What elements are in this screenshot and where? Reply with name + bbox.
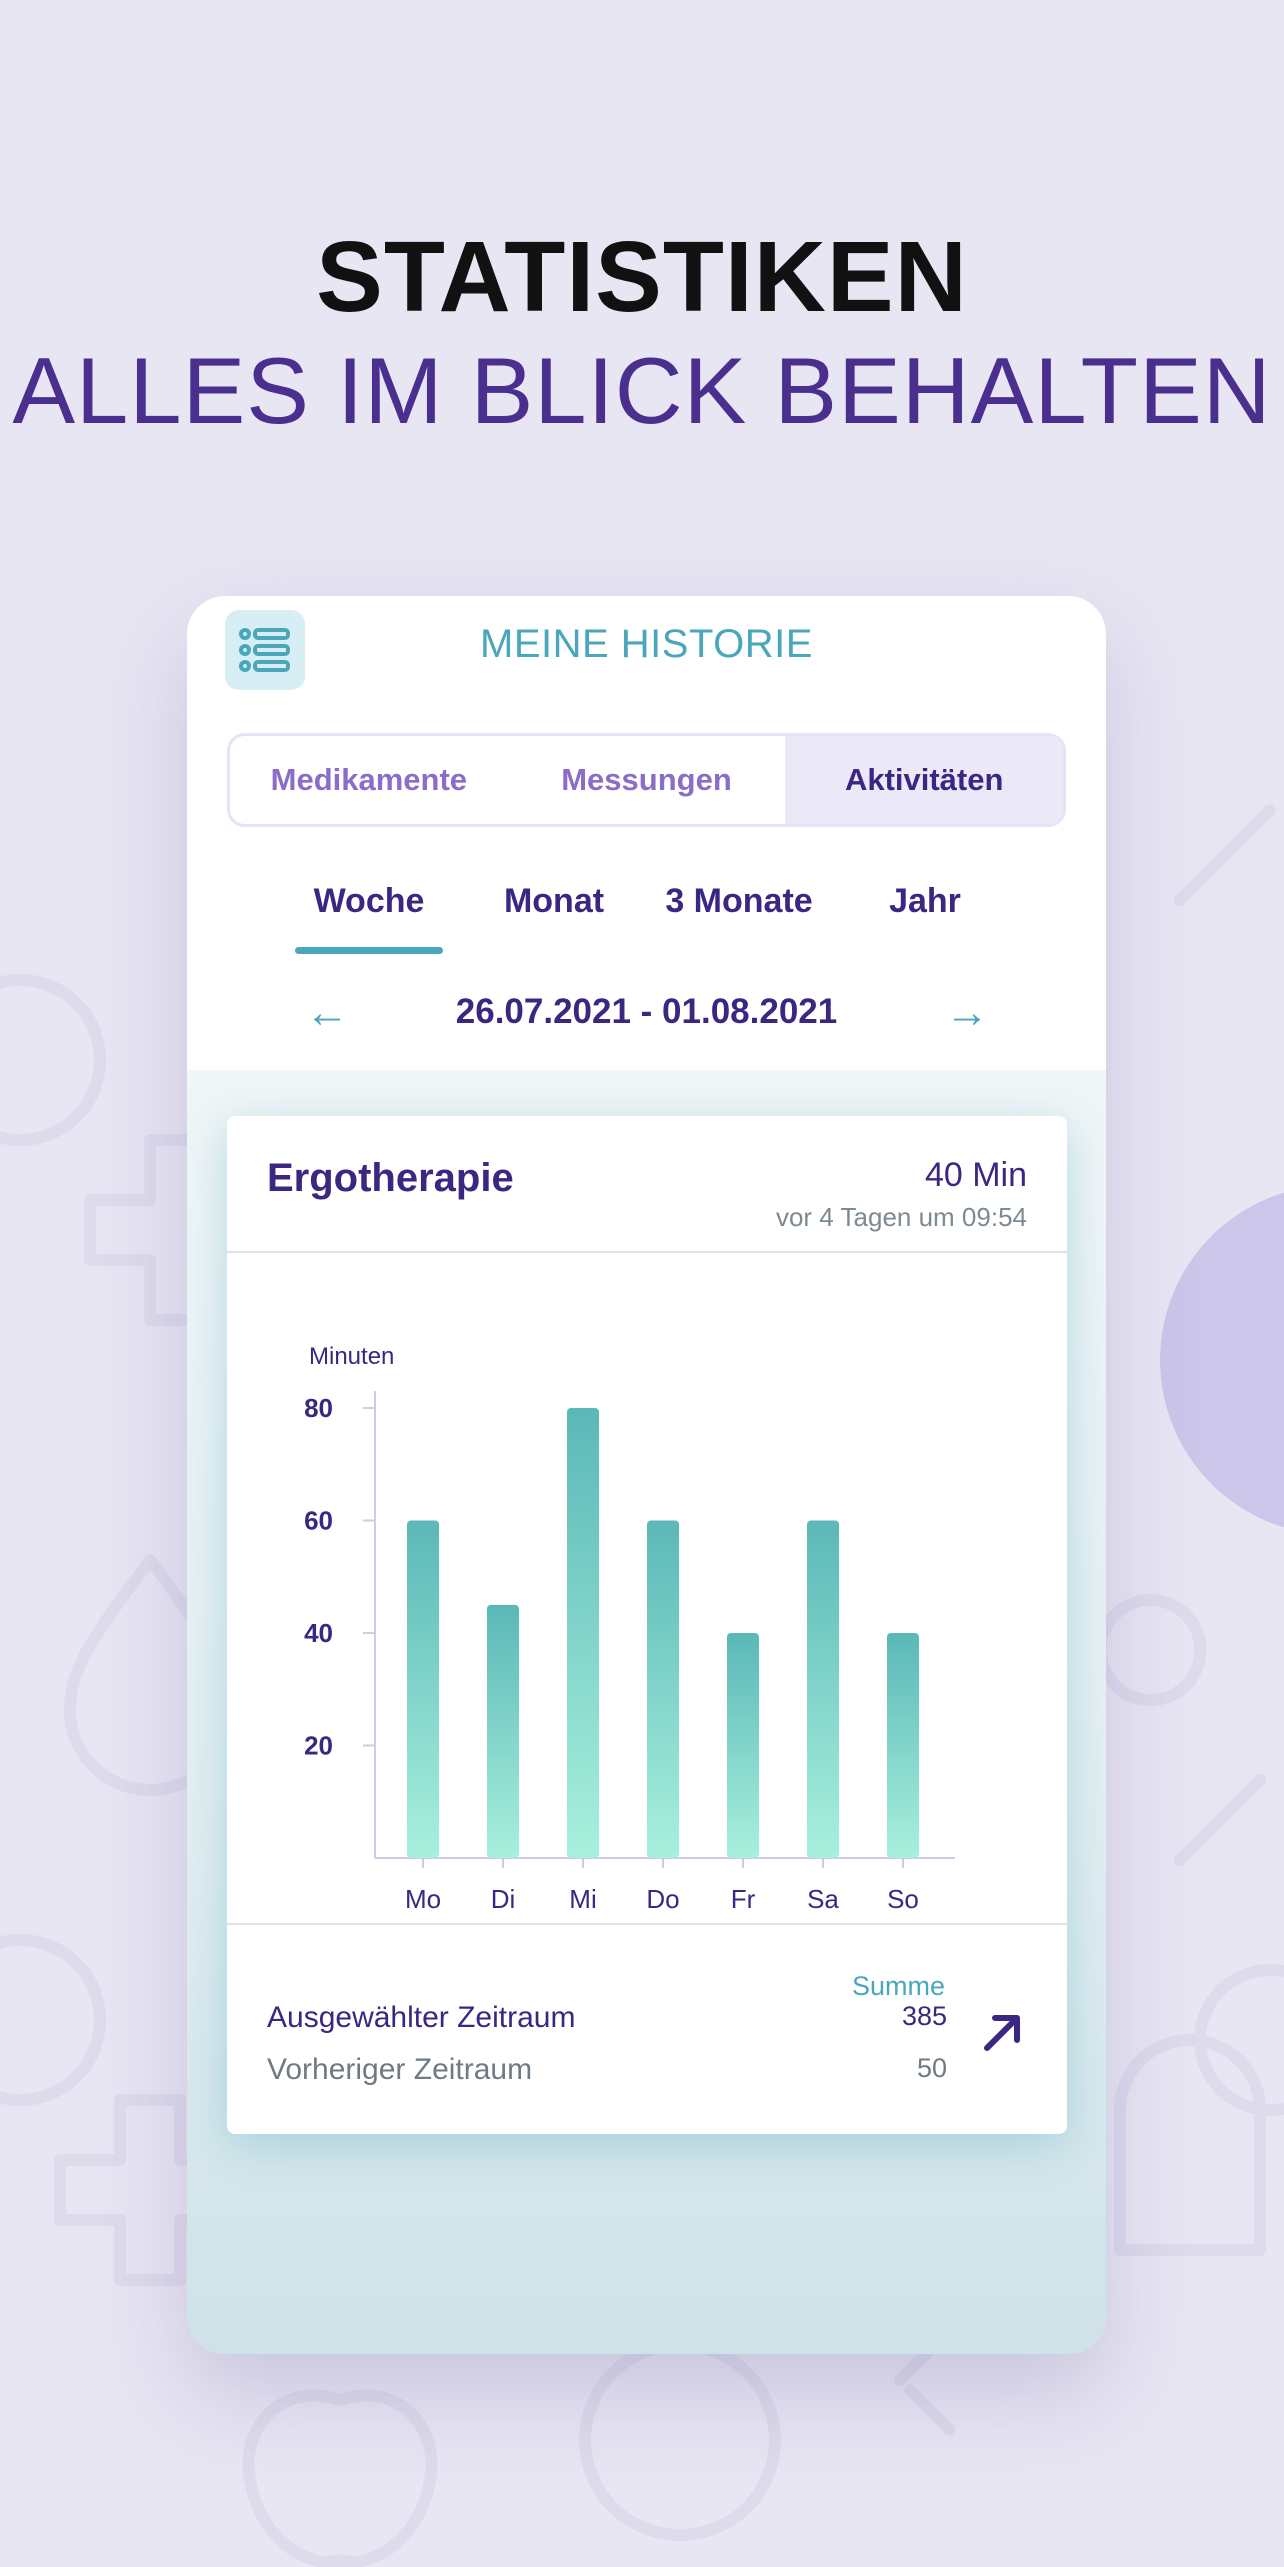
activity-title: Ergotherapie <box>267 1156 514 1200</box>
y-axis-label: Minuten <box>309 1343 394 1370</box>
x-tick-label-do: Do <box>646 1884 679 1914</box>
activity-last-time: vor 4 Tagen um 09:54 <box>775 1202 1027 1232</box>
y-tick-label-60: 60 <box>304 1506 333 1536</box>
menu-button[interactable] <box>225 610 305 690</box>
bar-mi <box>567 1408 599 1858</box>
segment-messungen[interactable]: Messungen <box>561 762 732 797</box>
x-tick-label-di: Di <box>491 1884 516 1914</box>
arrow-up-right-icon <box>984 2015 1020 2051</box>
segment-medikamente[interactable]: Medikamente <box>270 762 468 797</box>
selected-period-label: Ausgewählter Zeitraum <box>267 2001 576 2034</box>
date-range: 26.07.2021 - 01.08.2021 <box>455 992 838 1031</box>
x-tick-label-so: So <box>887 1884 919 1914</box>
pill-icon-2 <box>1174 804 1276 906</box>
pill-icon <box>1174 1774 1266 1866</box>
page-title: MEINE HISTORIE <box>480 622 813 666</box>
bar-sa <box>807 1520 839 1858</box>
x-tick-label-sa: Sa <box>807 1884 839 1914</box>
list-icon <box>239 628 290 672</box>
heart-pulse-icon-4 <box>1194 1964 1284 2116</box>
arrow-right-icon[interactable]: → <box>945 988 989 1037</box>
date-navigation: ← 26.07.2021 - 01.08.2021 → <box>187 988 1106 1048</box>
category-segmented-control: Medikamente Messungen Aktivitäten <box>227 733 1066 827</box>
bar-di <box>487 1604 519 1858</box>
headline: STATISTIKEN ALLES IM BLICK BEHALTEN <box>0 218 1284 446</box>
purple-circle-decoration <box>1160 1192 1284 1528</box>
selected-period-value: 385 <box>901 2001 947 2031</box>
tab-jahr[interactable]: Jahr <box>889 882 961 920</box>
bar-do <box>647 1520 679 1858</box>
minutes-bar-chart: Minuten 20 40 60 80 Mo Di Mi Do Fr Sa So <box>304 1343 955 1914</box>
summary-header: Summe <box>851 1971 945 2001</box>
activity-card: Ergotherapie 40 Min vor 4 Tagen um 09:54… <box>227 1116 1067 2134</box>
previous-period-value: 50 <box>916 2053 947 2083</box>
period-tabs: Woche Monat 3 Monate Jahr <box>187 876 1106 946</box>
tab-monat[interactable]: Monat <box>503 882 605 920</box>
activity-duration: 40 Min <box>924 1156 1027 1194</box>
stethoscope-icon <box>1094 1594 1207 1706</box>
x-tick-label-mi: Mi <box>569 1884 596 1914</box>
tab-woche[interactable]: Woche <box>313 882 425 920</box>
x-tick-label-mo: Mo <box>405 1884 441 1914</box>
segment-aktivitaeten[interactable]: Aktivitäten <box>785 736 1064 824</box>
phone-screen: MEINE HISTORIE Medikamente Messungen Akt… <box>187 596 1106 2354</box>
tombstone-icon <box>1114 2034 1266 2256</box>
arrow-left-icon[interactable]: ← <box>305 988 349 1037</box>
apple-icon <box>242 2389 438 2567</box>
heart-pulse-icon-3 <box>579 2339 781 2541</box>
y-tick-label-20: 20 <box>304 1731 333 1761</box>
y-tick-label-80: 80 <box>304 1393 333 1423</box>
y-tick-label-40: 40 <box>304 1618 333 1648</box>
headline-subtitle: ALLES IM BLICK BEHALTEN <box>12 338 1272 443</box>
bar-fr <box>727 1633 759 1858</box>
x-tick-label-fr: Fr <box>731 1884 756 1914</box>
card-divider-bottom <box>227 1923 1067 1925</box>
previous-period-label: Vorheriger Zeitraum <box>267 2053 533 2086</box>
card-divider-top <box>227 1251 1067 1253</box>
headline-title: STATISTIKEN <box>316 221 968 333</box>
bar-so <box>887 1633 919 1858</box>
heart-pulse-icon-2 <box>0 1934 106 2106</box>
bar-mo <box>407 1520 439 1858</box>
heart-pulse-icon <box>0 974 106 1146</box>
active-tab-indicator <box>295 947 443 954</box>
tab-3-monate[interactable]: 3 Monate <box>665 882 813 920</box>
